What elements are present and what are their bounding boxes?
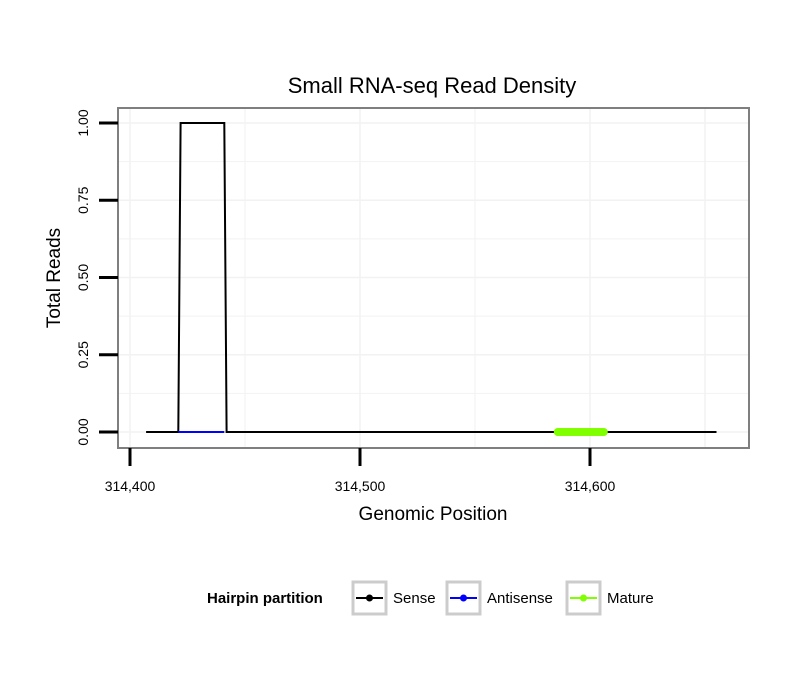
series-line-sense bbox=[146, 122, 717, 433]
y-tick-label: 1.00 bbox=[75, 109, 91, 136]
legend-title: Hairpin partition bbox=[207, 590, 323, 607]
y-tick-label: 0.50 bbox=[75, 264, 91, 291]
legend-item-antisense: Antisense bbox=[445, 580, 553, 616]
y-tick-label: 0.00 bbox=[75, 418, 91, 445]
y-tick-label: 0.75 bbox=[75, 186, 91, 213]
legend-item-mature: Mature bbox=[565, 580, 654, 616]
y-axis-title: Total Reads bbox=[44, 228, 65, 328]
legend: Hairpin partition Sense Antisense Mature bbox=[207, 580, 654, 616]
legend-key-point bbox=[580, 594, 587, 602]
legend-label: Mature bbox=[607, 590, 654, 607]
legend-label: Sense bbox=[393, 590, 436, 607]
x-tick-label: 314,600 bbox=[565, 478, 616, 494]
legend-label: Antisense bbox=[487, 590, 553, 607]
legend-items: Sense Antisense Mature bbox=[351, 580, 654, 616]
series-layer bbox=[146, 122, 717, 436]
legend-item-sense: Sense bbox=[351, 580, 436, 616]
chart-title: Small RNA-seq Read Density bbox=[288, 73, 577, 98]
grid-layer bbox=[118, 108, 749, 448]
legend-key-point bbox=[460, 594, 467, 602]
legend-key-point bbox=[366, 594, 373, 602]
x-axis-title: Genomic Position bbox=[359, 504, 508, 525]
axis-layer: 0.00 0.25 0.50 0.75 1.00 314,400 314,500 314,60… bbox=[75, 109, 616, 494]
x-tick-label: 314,500 bbox=[335, 478, 386, 494]
x-tick-label: 314,400 bbox=[105, 478, 156, 494]
y-tick-label: 0.25 bbox=[75, 341, 91, 368]
